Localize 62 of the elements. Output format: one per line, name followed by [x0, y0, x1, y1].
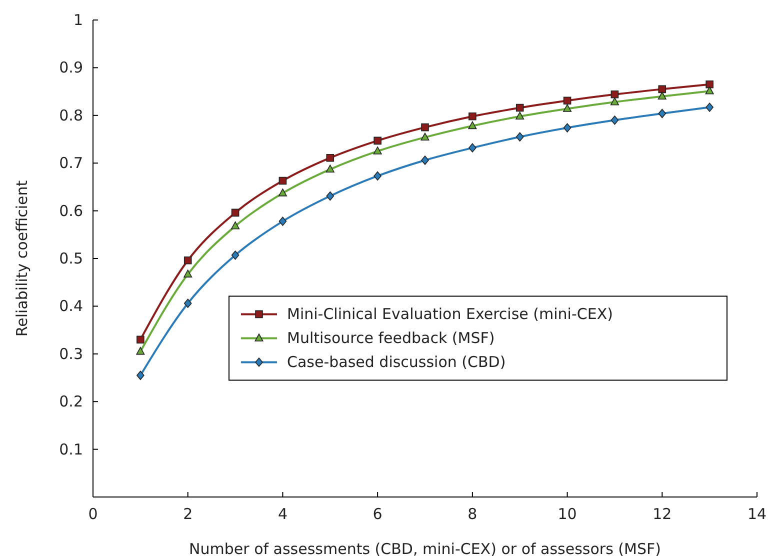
point	[374, 171, 382, 181]
y-tick-label: 0.9	[59, 58, 83, 77]
point	[231, 221, 240, 230]
point	[610, 116, 619, 125]
point	[516, 112, 524, 120]
point	[468, 143, 476, 152]
x-tick-label: 12	[652, 505, 672, 523]
point	[184, 298, 192, 308]
y-axis-title: Reliability coefficient	[13, 180, 31, 337]
point	[516, 132, 524, 142]
x-tick-label: 10	[558, 505, 577, 523]
point	[610, 97, 619, 106]
y-tick-label: 0.1	[59, 440, 83, 458]
x-tick-label: 2	[183, 505, 193, 523]
point	[468, 121, 477, 130]
point	[326, 191, 334, 201]
legend-label: Mini-Clinical Evaluation Exercise (mini-CEX)	[287, 305, 613, 324]
point	[278, 188, 287, 196]
point	[563, 123, 572, 132]
point	[610, 90, 619, 98]
point	[706, 102, 714, 112]
point	[658, 92, 666, 100]
point	[231, 208, 240, 217]
point	[136, 336, 144, 344]
point	[705, 86, 714, 94]
x-tick-label: 0	[88, 505, 98, 523]
point	[563, 104, 572, 112]
point	[421, 156, 429, 165]
x-tick-label: 4	[278, 505, 288, 523]
point	[326, 164, 334, 172]
point	[373, 146, 382, 154]
point	[706, 80, 714, 88]
point	[421, 123, 429, 132]
point	[374, 136, 382, 145]
y-tick-label: 0.2	[59, 392, 83, 411]
x-axis-title: Number of assessments (CBD, mini-CEX) or of assessors (MSF)	[189, 540, 661, 558]
y-tick-label: 0.8	[59, 106, 83, 124]
point	[563, 96, 572, 105]
point	[516, 104, 524, 112]
point	[468, 112, 476, 120]
y-tick-label: 0.3	[59, 344, 83, 363]
point	[658, 85, 666, 94]
point	[231, 250, 240, 260]
point	[136, 346, 145, 355]
point	[136, 370, 144, 380]
y-tick-label: 0.4	[59, 297, 83, 316]
point	[278, 216, 287, 226]
point	[184, 270, 192, 278]
point	[184, 256, 192, 264]
y-tick-label: 0.6	[59, 202, 83, 220]
y-tick-label: 0.7	[59, 154, 83, 172]
y-tick-label: 1	[73, 11, 83, 29]
y-tick-label: 0.5	[59, 250, 83, 268]
point	[278, 176, 287, 185]
legend-label: Multisource feedback (MSF)	[287, 329, 495, 348]
x-tick-label: 6	[372, 505, 382, 523]
x-tick-label: 8	[468, 505, 478, 523]
point	[420, 132, 430, 141]
point	[658, 108, 666, 118]
x-tick-label: 14	[747, 505, 767, 523]
point	[326, 154, 334, 162]
legend-label: Case-based discussion (CBD)	[287, 353, 506, 372]
